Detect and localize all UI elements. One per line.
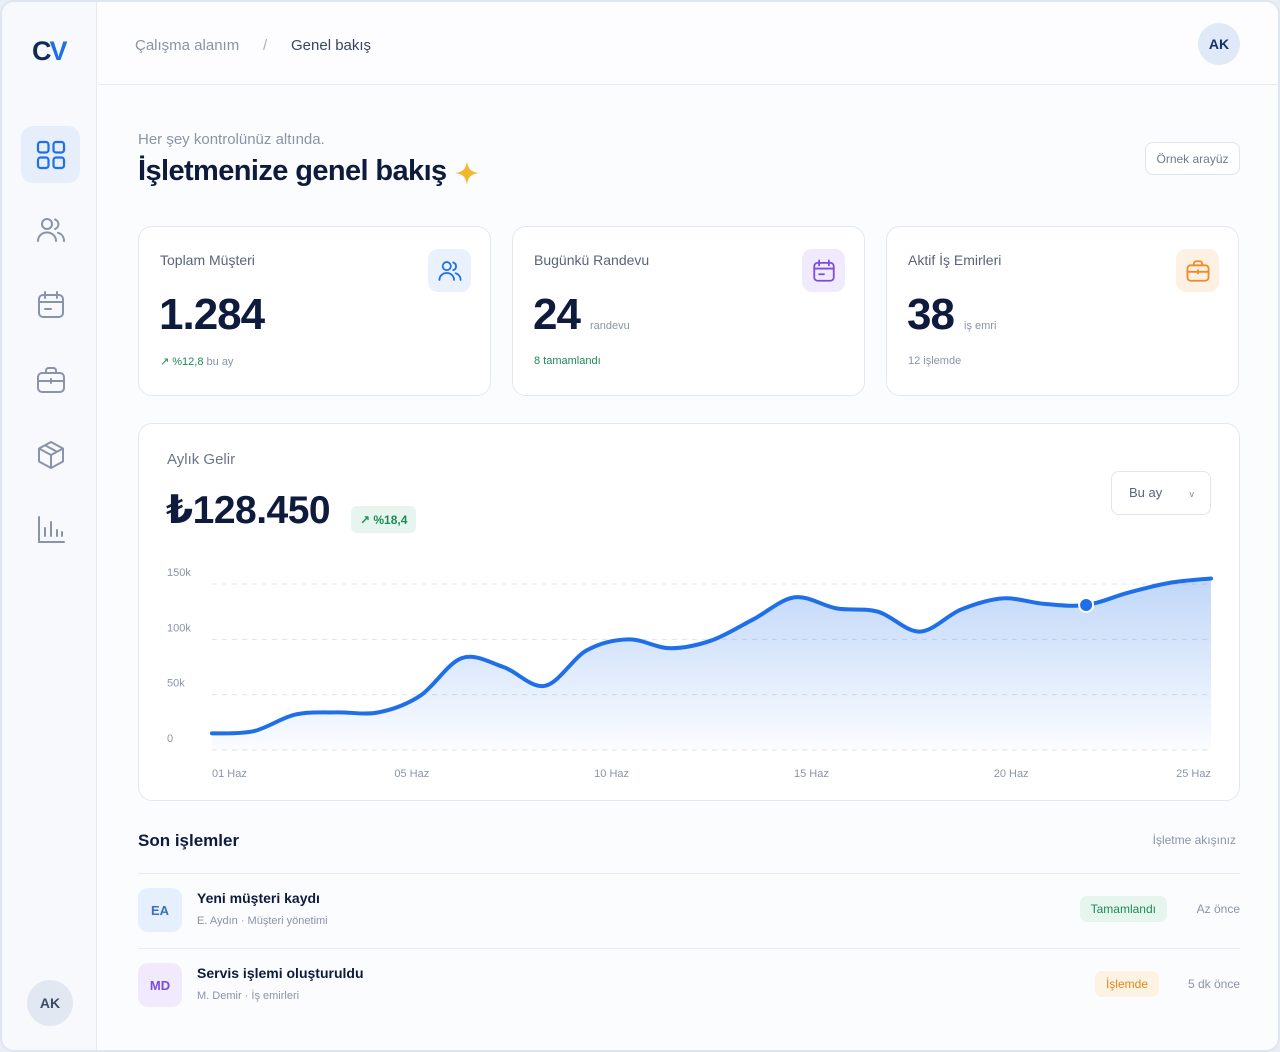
x-tick-label: 01 Haz	[212, 768, 247, 780]
stat-foot: 12 işlemde	[908, 355, 962, 367]
breadcrumb-current: Genel bakış	[291, 37, 372, 54]
activity-name: Servis işlemi oluşturuldu	[197, 965, 364, 981]
chart-area	[212, 578, 1211, 750]
sidebar-item-work-orders[interactable]	[21, 351, 80, 408]
logo-v: V	[49, 36, 68, 66]
sidebar-avatar[interactable]: AK	[27, 980, 73, 1026]
chevron-down-icon: v	[1189, 489, 1195, 499]
stat-icon-box	[802, 249, 845, 292]
stat-icon-box	[1176, 249, 1219, 292]
stat-label: Aktif İş Emirleri	[908, 252, 1002, 268]
stat-value: 38	[907, 290, 955, 339]
sparkle-icon	[455, 161, 479, 185]
stat-foot-suffix: bu ay	[203, 356, 234, 368]
activity-time: 5 dk önce	[1187, 977, 1240, 991]
divider	[138, 948, 1240, 949]
page-title: İşletmenize genel bakış	[138, 155, 447, 187]
y-tick-label: 0	[167, 733, 173, 745]
activity-avatar: MD	[138, 963, 182, 1007]
y-tick-label: 50k	[167, 678, 185, 690]
revenue-card: 150k 100k 50k 0 01 Haz 05 Haz 10 Haz 15 Haz 20 …	[138, 423, 1240, 801]
x-tick-label: 25 Haz	[1176, 768, 1211, 780]
grid-icon	[36, 140, 65, 169]
stat-unit: randevu	[590, 320, 630, 332]
x-tick-label: 20 Haz	[994, 768, 1029, 780]
activity-name: Yeni müşteri kaydı	[197, 890, 320, 906]
stat-value: 24	[533, 290, 581, 339]
topbar: Çalışma alanım / Genel bakış AK	[98, 2, 1278, 85]
briefcase-icon	[36, 366, 65, 393]
activity-meta: M. Demir · İş emirleri	[197, 990, 300, 1002]
revenue-change-badge: ↗ %18,4	[351, 506, 417, 533]
highlight-point[interactable]	[1080, 599, 1093, 612]
divider	[138, 873, 1240, 874]
box-icon	[37, 440, 64, 469]
sidebar-item-reports[interactable]	[21, 501, 80, 558]
sidebar-item-dashboard[interactable]	[21, 126, 80, 183]
revenue-total: ₺128.450	[166, 489, 331, 532]
briefcase-icon	[1186, 259, 1209, 282]
period-select[interactable]: Bu ay v	[1111, 471, 1211, 515]
calendar-icon	[812, 259, 835, 282]
y-tick-label: 150k	[167, 567, 191, 579]
stat-card-appointments[interactable]: Bugünkü Randevu 24 randevu 8 tamamlandı	[512, 226, 865, 396]
stat-unit: iş emri	[964, 320, 997, 332]
stat-foot: 8 tamamlandı	[534, 355, 601, 367]
logo[interactable]: CV	[32, 36, 68, 66]
revenue-chart: 150k 100k 50k 0 01 Haz 05 Haz 10 Haz 15 Haz 20 …	[167, 567, 1213, 780]
stat-icon-box	[428, 249, 471, 292]
activity-time: Az önce	[1196, 902, 1240, 916]
users-icon	[438, 260, 461, 281]
activity-meta: E. Aydın · Müşteri yönetimi	[197, 915, 328, 927]
stat-change: ↗ %12,8	[160, 356, 204, 368]
stat-label: Toplam Müşteri	[160, 252, 255, 268]
stat-label: Bugünkü Randevu	[534, 252, 650, 268]
y-tick-label: 100k	[167, 622, 191, 634]
x-tick-label: 05 Haz	[394, 768, 429, 780]
x-tick-label: 10 Haz	[594, 768, 629, 780]
stat-card-work-orders[interactable]: Aktif İş Emirleri 38 iş emri 12 işlemde	[886, 226, 1239, 396]
logo-c: C	[32, 36, 51, 66]
x-tick-label: 15 Haz	[794, 768, 829, 780]
sidebar: CV	[2, 2, 97, 1050]
activity-avatar: EA	[138, 888, 182, 932]
page-subtitle: Her şey kontrolünüz altında.	[138, 131, 325, 148]
period-value: Bu ay	[1129, 485, 1163, 500]
sidebar-item-customers[interactable]	[21, 201, 80, 258]
stat-value: 1.284	[159, 290, 265, 339]
demo-button[interactable]: Örnek arayüz	[1145, 142, 1240, 175]
breadcrumb-workspace[interactable]: Çalışma alanım	[135, 37, 240, 54]
user-avatar[interactable]: AK	[1198, 23, 1240, 65]
bar-chart-icon	[37, 515, 65, 543]
sidebar-item-products[interactable]	[21, 426, 80, 483]
chart-line	[210, 576, 1213, 736]
stat-card-customers[interactable]: Toplam Müşteri 1.284 ↗ %12,8 bu ay	[138, 226, 491, 396]
revenue-label: Aylık Gelir	[167, 451, 236, 468]
status-badge: İşlemde	[1094, 971, 1159, 997]
users-icon	[36, 217, 65, 242]
breadcrumb-separator: /	[263, 37, 268, 54]
stat-foot: ↗ %12,8 bu ay	[160, 355, 233, 368]
activity-link[interactable]: İşletme akışınız	[1152, 833, 1236, 847]
activity-row[interactable]: EA Yeni müşteri kaydı E. Aydın · Müşteri…	[138, 874, 1240, 948]
status-badge: Tamamlandı	[1079, 896, 1167, 922]
sidebar-item-calendar[interactable]	[21, 276, 80, 333]
activity-title: Son işlemler	[138, 831, 240, 850]
activity-row[interactable]: MD Servis işlemi oluşturuldu M. Demir · …	[138, 949, 1240, 1023]
calendar-icon	[37, 290, 64, 318]
